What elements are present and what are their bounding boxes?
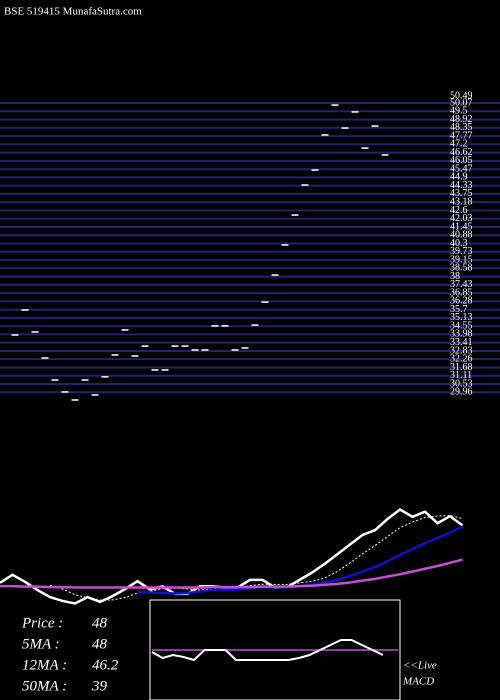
last-price: 50.49 [450, 90, 473, 101]
macd-label: MACD [402, 676, 434, 688]
y-tick-label: 30.53 [450, 378, 473, 389]
y-tick-label: 44.9 [450, 172, 468, 183]
y-tick-label: 36.85 [450, 287, 473, 298]
y-tick-label: 45.47 [450, 163, 473, 174]
y-tick-label: 46.05 [450, 155, 473, 166]
chart-title: BSE 519415 MunafaSutra.com [4, 6, 142, 18]
y-tick-label: 35.7 [450, 304, 468, 315]
y-tick-label: 38.58 [450, 263, 473, 274]
y-tick-label: 39.73 [450, 246, 473, 257]
ma-line [0, 558, 463, 589]
stat-label: 5MA : [22, 636, 60, 652]
y-tick-label: 49.5 [450, 106, 468, 117]
y-tick-label: 47.77 [450, 130, 473, 141]
y-tick-label: 43.75 [450, 188, 473, 199]
live-label: <<Live [403, 660, 437, 672]
y-tick-label: 50.07 [450, 97, 473, 108]
y-tick-label: 44.33 [450, 180, 473, 191]
y-tick-label: 37.43 [450, 279, 473, 290]
y-tick-label: 43.18 [450, 196, 473, 207]
y-tick-label: 29.96 [450, 387, 473, 398]
macd-line [151, 639, 384, 662]
stat-label: Price : [21, 615, 63, 631]
stat-value: 46.2 [92, 657, 119, 673]
y-tick-label: 34.55 [450, 321, 473, 332]
stat-label: 50MA : [22, 678, 67, 694]
stat-value: 48 [92, 615, 108, 631]
y-tick-label: 38 [450, 271, 460, 282]
y-tick-label: 46.62 [450, 147, 473, 158]
stat-value: 48 [92, 636, 108, 652]
y-tick-label: 33.98 [450, 329, 473, 340]
y-tick-label: 39.15 [450, 254, 473, 265]
y-tick-label: 33.41 [450, 337, 473, 348]
y-tick-label: 47.2 [450, 139, 468, 150]
y-tick-label: 48.35 [450, 122, 473, 133]
y-tick-label: 31.11 [450, 370, 472, 381]
y-tick-label: 35.13 [450, 312, 473, 323]
y-tick-label: 32.26 [450, 353, 473, 364]
y-tick-label: 40.88 [450, 229, 473, 240]
y-tick-label: 41.45 [450, 221, 473, 232]
stat-value: 39 [91, 678, 108, 694]
y-tick-label: 40.3 [450, 238, 468, 249]
y-tick-label: 36.28 [450, 296, 473, 307]
y-tick-label: 42.6 [450, 205, 468, 216]
y-tick-label: 42.03 [450, 213, 473, 224]
y-tick-label: 32.83 [450, 345, 473, 356]
macd-box [149, 599, 401, 700]
y-tick-label: 31.68 [450, 362, 473, 373]
stat-label: 12MA : [22, 657, 67, 673]
y-tick-label: 48.92 [450, 114, 473, 125]
